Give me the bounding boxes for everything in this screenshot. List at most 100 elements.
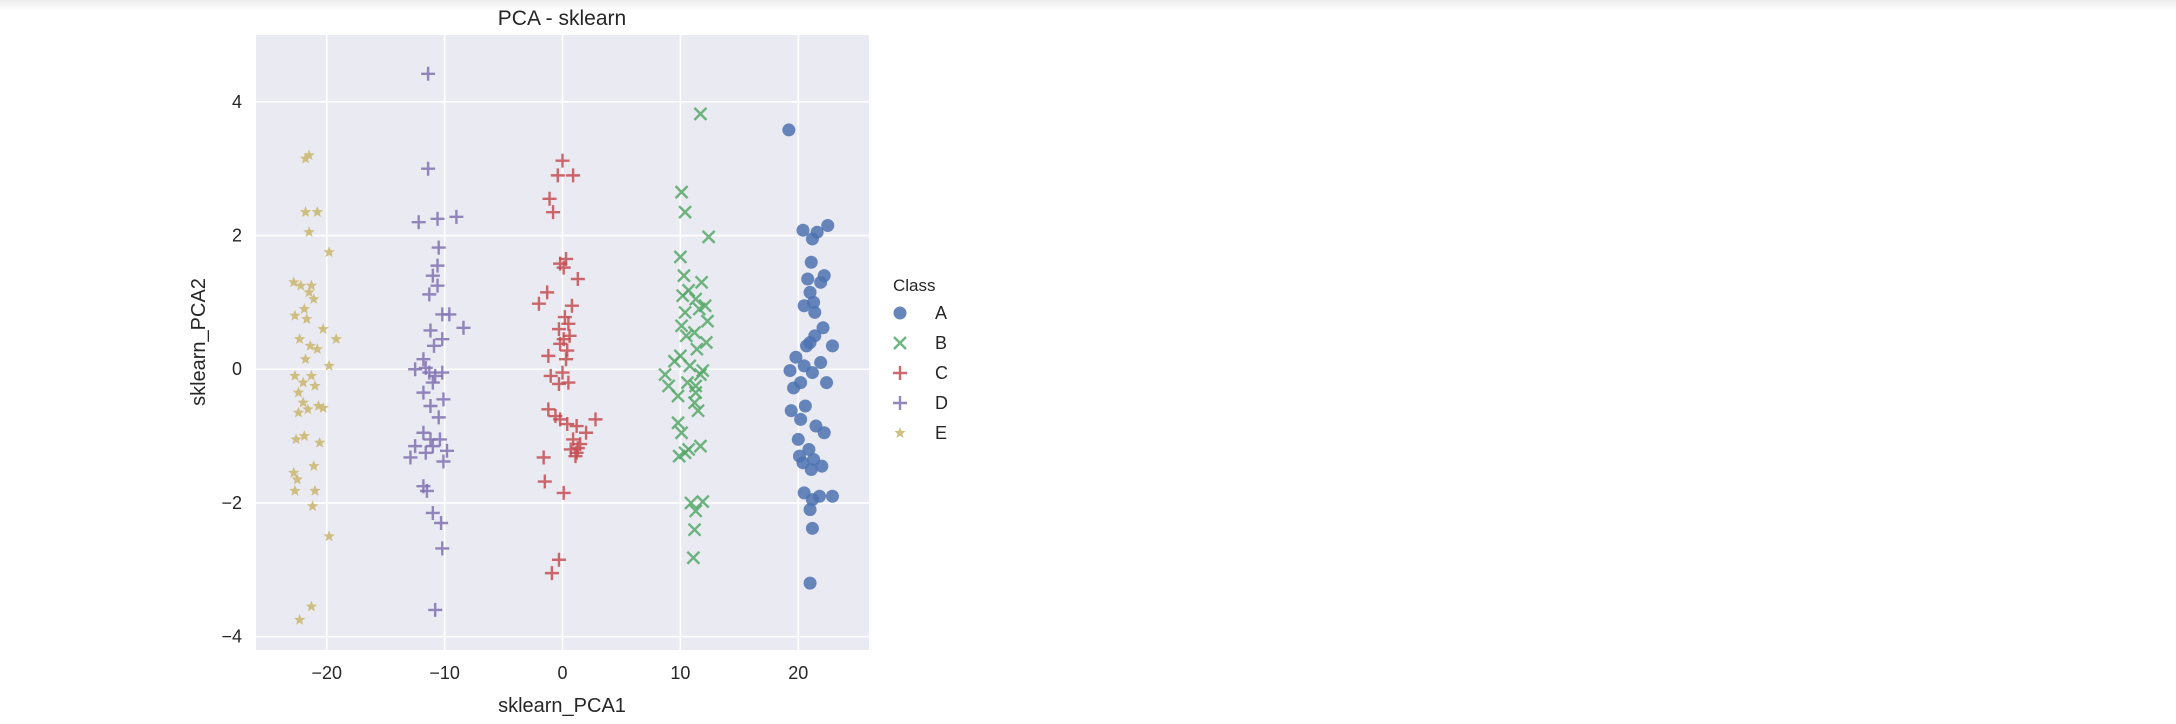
- point-A: [814, 275, 828, 289]
- point-D: [422, 287, 437, 302]
- point-E: [308, 460, 320, 472]
- point-A: [796, 456, 810, 470]
- point-C: [553, 336, 568, 351]
- series-D: [403, 66, 471, 617]
- point-D: [430, 211, 445, 226]
- point-C: [551, 322, 566, 337]
- point-D: [434, 515, 449, 530]
- point-A: [789, 350, 803, 364]
- point-C: [551, 376, 566, 391]
- point-D: [425, 439, 440, 454]
- point-B: [688, 292, 703, 306]
- point-B: [667, 354, 682, 369]
- point-D: [425, 505, 440, 520]
- point-C: [570, 271, 585, 286]
- point-B: [686, 550, 701, 565]
- point-E: [289, 484, 301, 496]
- point-D: [436, 454, 451, 469]
- point-A: [800, 339, 814, 353]
- point-D: [416, 425, 431, 440]
- y-tick-label: 4: [232, 92, 242, 112]
- point-E: [323, 359, 335, 371]
- point-D: [435, 365, 450, 380]
- point-A: [794, 412, 808, 426]
- legend-label-A: A: [935, 303, 947, 323]
- point-E: [291, 473, 303, 485]
- legend-marker-D: [893, 396, 907, 410]
- point-D: [419, 483, 434, 498]
- point-E: [306, 500, 319, 512]
- point-C: [579, 425, 594, 440]
- point-D: [418, 445, 433, 460]
- point-C: [556, 260, 571, 275]
- point-B: [690, 342, 704, 357]
- point-B: [673, 250, 688, 264]
- point-E: [313, 436, 326, 448]
- point-E: [304, 339, 316, 351]
- point-E: [300, 313, 313, 324]
- point-D: [421, 66, 436, 81]
- point-E: [330, 333, 342, 345]
- point-A: [805, 521, 819, 535]
- point-E: [323, 246, 335, 258]
- point-A: [803, 503, 817, 517]
- x-tick-label: −20: [311, 663, 342, 683]
- legend-label-C: C: [935, 363, 948, 383]
- point-A: [782, 123, 796, 137]
- legend-label-E: E: [935, 423, 947, 443]
- point-A: [804, 255, 818, 269]
- point-A: [808, 305, 822, 319]
- point-C: [564, 298, 579, 313]
- point-B: [658, 367, 672, 382]
- legend-marker-A: [893, 306, 907, 320]
- point-A: [803, 285, 817, 299]
- point-B: [680, 375, 695, 390]
- point-D: [428, 368, 443, 383]
- point-B: [693, 367, 708, 382]
- point-E: [308, 293, 320, 304]
- x-tick-label: −10: [429, 663, 460, 683]
- point-D: [425, 375, 440, 390]
- x-tick-labels: −20 −10 0 10 20: [311, 663, 808, 683]
- point-C: [588, 412, 603, 427]
- point-E: [298, 430, 311, 441]
- point-A: [783, 364, 797, 378]
- point-E: [311, 206, 324, 217]
- x-tick-label: 0: [557, 663, 567, 683]
- point-E: [309, 379, 321, 391]
- point-E: [288, 276, 300, 288]
- point-D: [408, 439, 423, 454]
- point-B: [688, 504, 703, 518]
- point-D: [423, 399, 438, 414]
- point-E: [288, 466, 300, 478]
- point-D: [416, 385, 431, 400]
- point-D: [431, 240, 446, 255]
- data-points: [288, 66, 839, 625]
- legend-marker-C: [893, 366, 907, 380]
- point-E: [303, 226, 315, 238]
- point-E: [293, 613, 306, 625]
- x-tick-label: 10: [670, 663, 690, 683]
- point-A: [820, 376, 834, 390]
- point-B: [671, 389, 685, 403]
- point-D: [425, 268, 440, 283]
- point-C: [555, 153, 570, 168]
- point-B: [687, 325, 702, 340]
- series-B: [658, 107, 716, 565]
- point-B: [678, 305, 692, 320]
- point-B: [674, 185, 689, 199]
- point-B: [699, 335, 714, 350]
- point-E: [299, 152, 312, 164]
- point-C: [562, 328, 577, 343]
- point-D: [436, 392, 451, 407]
- point-B: [678, 205, 692, 219]
- legend-marker-B: [893, 336, 907, 350]
- y-tick-labels: −4 −2 0 2 4: [221, 92, 242, 647]
- point-A: [798, 399, 812, 413]
- point-C: [559, 352, 574, 367]
- point-B: [700, 314, 715, 328]
- point-E: [297, 396, 309, 408]
- series-C: [531, 153, 603, 581]
- point-E: [309, 484, 321, 496]
- point-E: [299, 353, 312, 365]
